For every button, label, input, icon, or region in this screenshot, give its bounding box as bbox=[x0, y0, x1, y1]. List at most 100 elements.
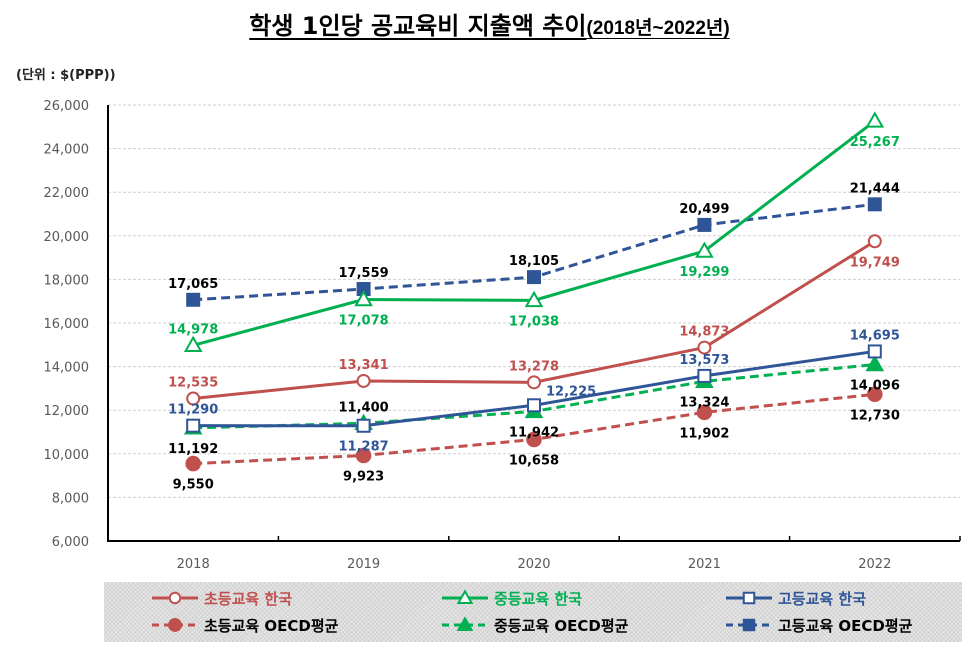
data-point-marker bbox=[865, 354, 885, 372]
data-label: 18,105 bbox=[509, 254, 559, 269]
data-label: 11,942 bbox=[509, 425, 559, 440]
legend-swatch-icon bbox=[442, 616, 488, 631]
legend-swatch-icon bbox=[726, 618, 772, 632]
data-point-marker bbox=[355, 447, 372, 464]
data-point-marker bbox=[524, 290, 544, 308]
y-tick-label: 24,000 bbox=[44, 143, 90, 158]
line-chart: 6,000 8,000 10,000 12,000 14,000 16,000 18,000… bbox=[44, 99, 961, 572]
legend-marker-icon bbox=[168, 618, 182, 632]
data-point-marker bbox=[186, 391, 201, 406]
data-label: 9,923 bbox=[343, 469, 384, 484]
data-point-marker bbox=[527, 270, 541, 285]
data-label: 11,290 bbox=[168, 403, 218, 418]
data-point-marker bbox=[356, 373, 371, 388]
data-label: 11,400 bbox=[339, 400, 389, 415]
data-label: 9,550 bbox=[173, 478, 214, 493]
data-label: 14,695 bbox=[850, 328, 900, 343]
data-label: 12,730 bbox=[850, 408, 900, 423]
data-point-marker bbox=[867, 234, 882, 249]
data-label: 14,096 bbox=[850, 379, 900, 394]
data-label: 19,749 bbox=[850, 255, 900, 270]
data-label: 20,499 bbox=[679, 202, 729, 217]
data-point-marker bbox=[695, 241, 714, 258]
data-label: 13,278 bbox=[509, 359, 559, 374]
x-tick-label: 2019 bbox=[347, 557, 380, 572]
legend-swatch-icon bbox=[726, 591, 772, 605]
legend-label: 초등교육 한국 bbox=[204, 589, 293, 608]
x-axis-ticks: 2018 2019 2020 2021 2022 bbox=[177, 557, 892, 572]
y-tick-label: 10,000 bbox=[44, 448, 90, 463]
axes bbox=[107, 105, 961, 542]
gridlines bbox=[108, 104, 960, 498]
data-label: 12,535 bbox=[168, 376, 218, 391]
legend-swatch-icon bbox=[152, 618, 198, 632]
legend-item: 고등교육 한국 bbox=[724, 587, 866, 609]
y-tick-label: 22,000 bbox=[44, 186, 90, 201]
data-point-marker bbox=[697, 340, 712, 355]
legend-label: 중등교육 한국 bbox=[494, 589, 583, 608]
unit-label: (단위 : $(PPP)) bbox=[16, 68, 116, 83]
data-point-marker bbox=[527, 375, 541, 390]
data-label: 13,573 bbox=[679, 353, 729, 368]
legend-marker-icon bbox=[742, 618, 756, 632]
y-tick-label: 12,000 bbox=[44, 404, 90, 419]
data-point-marker bbox=[186, 418, 201, 433]
y-tick-label: 26,000 bbox=[44, 99, 90, 114]
data-point-marker bbox=[867, 197, 882, 212]
legend-item: 중등교육 한국 bbox=[440, 587, 582, 609]
data-label: 11,192 bbox=[168, 442, 218, 457]
data-point-marker bbox=[183, 335, 203, 352]
legend-marker-icon bbox=[742, 591, 756, 605]
legend-item: 초등교육 한국 bbox=[150, 587, 292, 609]
y-tick-label: 8,000 bbox=[52, 491, 89, 506]
legend-label: 고등교육 한국 bbox=[778, 589, 867, 608]
data-label: 21,444 bbox=[850, 181, 900, 196]
data-label: 12,225 bbox=[546, 384, 596, 399]
data-point-marker bbox=[867, 344, 882, 359]
data-label: 10,658 bbox=[509, 453, 559, 468]
series-line bbox=[192, 119, 876, 347]
series-markers bbox=[183, 111, 885, 472]
data-point-marker bbox=[526, 431, 542, 448]
y-tick-label: 14,000 bbox=[44, 361, 90, 376]
data-point-marker bbox=[185, 455, 201, 472]
data-label: 17,038 bbox=[509, 314, 559, 329]
data-label: 14,978 bbox=[168, 322, 218, 337]
data-label: 17,559 bbox=[339, 266, 389, 281]
legend-label: 중등교육 OECD평균 bbox=[494, 616, 629, 635]
legend-marker-icon bbox=[168, 591, 182, 605]
legend-marker-icon bbox=[456, 616, 474, 631]
legend-item: 초등교육 OECD평균 bbox=[150, 614, 338, 636]
legend-label: 고등교육 OECD평균 bbox=[778, 616, 913, 635]
data-label: 17,078 bbox=[339, 313, 389, 328]
data-point-marker bbox=[356, 418, 371, 433]
chart-title-period: (2018년~2022년) bbox=[586, 18, 730, 39]
legend-marker-icon bbox=[456, 589, 474, 604]
chart-title: 학생 1인당 공교육비 지출액 추이(2018년~2022년) bbox=[0, 6, 979, 41]
data-point-marker bbox=[527, 398, 541, 413]
legend-item: 중등교육 OECD평균 bbox=[440, 614, 628, 636]
data-point-marker bbox=[696, 404, 713, 421]
x-tick-label: 2022 bbox=[858, 557, 891, 572]
data-point-marker bbox=[865, 111, 885, 128]
data-label: 19,299 bbox=[679, 265, 729, 280]
data-label: 11,287 bbox=[339, 440, 389, 455]
y-tick-label: 18,000 bbox=[44, 273, 90, 288]
data-point-marker bbox=[697, 368, 712, 383]
data-label: 14,873 bbox=[679, 325, 729, 340]
legend-item: 고등교육 OECD평균 bbox=[724, 614, 912, 636]
y-tick-label: 20,000 bbox=[44, 230, 90, 245]
x-tick-label: 2018 bbox=[177, 557, 210, 572]
data-label: 13,341 bbox=[339, 358, 389, 373]
x-tick-label: 2021 bbox=[688, 557, 721, 572]
y-tick-label: 6,000 bbox=[52, 535, 89, 550]
data-point-marker bbox=[867, 386, 883, 403]
legend-swatch-icon bbox=[152, 591, 198, 605]
y-axis-ticks: 6,000 8,000 10,000 12,000 14,000 16,000 18,000… bbox=[44, 99, 90, 550]
data-labels: 12,535 13,341 13,278 14,873 19,749 14,978 17,0… bbox=[168, 135, 900, 493]
data-point-marker bbox=[186, 292, 201, 307]
data-point-marker bbox=[697, 217, 712, 232]
chart-title-main: 학생 1인당 공교육비 지출액 추이 bbox=[249, 12, 587, 40]
data-point-marker bbox=[354, 289, 373, 307]
